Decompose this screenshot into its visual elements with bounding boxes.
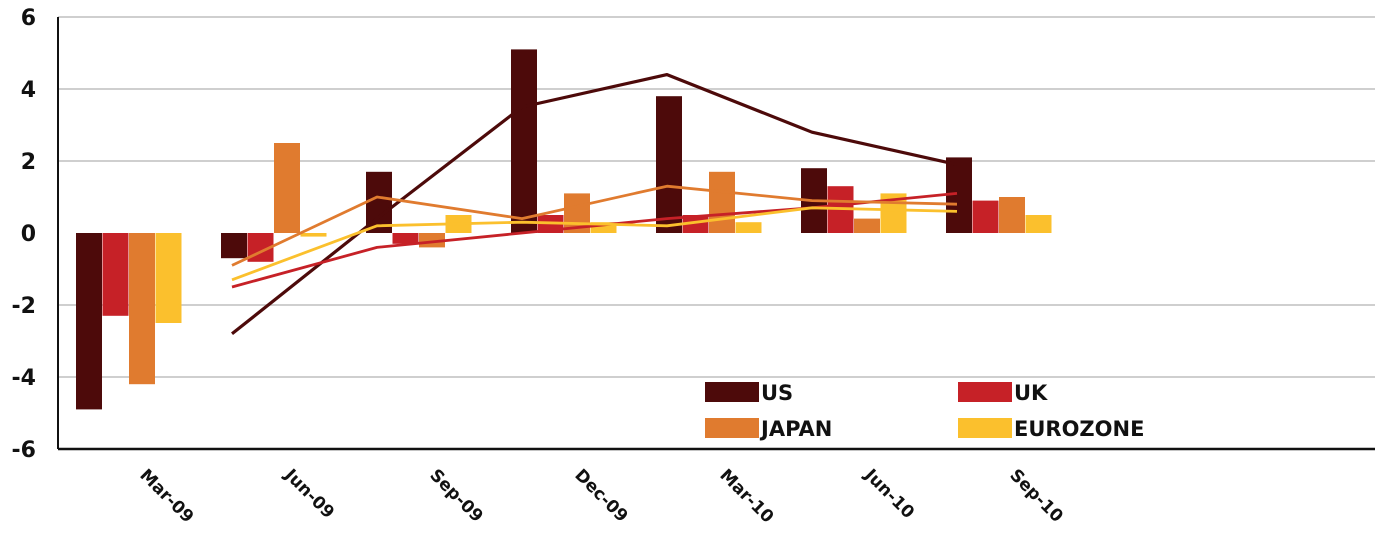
bar-eurozone-mar-09 (155, 233, 182, 323)
y-tick-label: 6 (21, 6, 36, 31)
bar-uk-mar-10 (682, 215, 709, 233)
bar-uk-sep-10 (972, 200, 999, 233)
bar-uk-mar-09 (102, 233, 129, 316)
bar-eurozone-mar-10 (735, 222, 762, 233)
trend-lines (231, 72, 958, 336)
legend-swatch-us (705, 382, 759, 402)
x-axis-ticks: Mar-09 Jun-09 Sep-09 Dec-09 Mar-10 Jun-10 Sep-… (135, 465, 1066, 528)
legend-swatch-uk (958, 382, 1012, 402)
x-tick-label: Sep-09 (425, 465, 486, 526)
y-tick-label: -6 (12, 438, 36, 463)
bar-japan-jun-10 (854, 218, 880, 233)
bars (76, 49, 1052, 410)
bar-eurozone-sep-10 (1025, 215, 1052, 233)
bar-japan-jun-09 (274, 143, 300, 233)
bar-us-mar-10 (656, 96, 682, 233)
bar-us-jun-09 (221, 233, 247, 259)
x-tick-label: Mar-10 (715, 465, 777, 527)
trend-line-us (231, 72, 958, 336)
bar-japan-sep-10 (999, 197, 1025, 233)
legend: US UK JAPAN EUROZONE (705, 381, 1144, 441)
trend-line-uk (231, 192, 958, 289)
bar-us-dec-09 (511, 49, 537, 234)
y-tick-label: 4 (21, 78, 36, 103)
trend-line-japan (231, 184, 958, 267)
axes (57, 17, 1375, 451)
legend-label-eurozone: EUROZONE (1014, 417, 1144, 441)
x-tick-label: Dec-09 (570, 465, 631, 526)
bar-uk-sep-09 (392, 233, 419, 244)
legend-label-us: US (761, 381, 793, 405)
x-tick-label: Mar-09 (135, 465, 197, 527)
x-tick-label: Sep-10 (1005, 465, 1066, 526)
bar-japan-mar-10 (709, 171, 735, 233)
bar-eurozone-jun-09 (300, 233, 327, 237)
legend-swatch-japan (705, 418, 759, 438)
bar-japan-mar-09 (129, 233, 155, 385)
x-tick-label: Jun-10 (860, 465, 918, 523)
legend-swatch-eurozone (958, 418, 1012, 438)
legend-label-uk: UK (1014, 381, 1048, 405)
bar-us-mar-09 (76, 233, 102, 410)
trend-line-eurozone (231, 206, 958, 282)
x-tick-label: Jun-09 (280, 465, 338, 523)
y-axis-ticks: 6 4 2 0 -2 -4 -6 (12, 6, 36, 463)
y-tick-label: -4 (12, 366, 36, 391)
y-tick-label: 0 (21, 222, 36, 247)
legend-label-japan: JAPAN (759, 417, 832, 441)
y-tick-label: 2 (21, 150, 36, 175)
bar-eurozone-dec-09 (590, 222, 617, 233)
y-tick-label: -2 (12, 294, 36, 319)
